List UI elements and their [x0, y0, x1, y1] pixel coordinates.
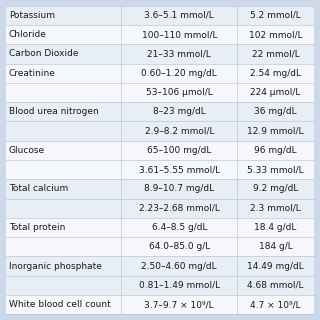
Bar — [237, 6, 314, 25]
Text: Chloride: Chloride — [9, 30, 47, 39]
Bar — [237, 295, 314, 314]
Bar — [237, 83, 314, 102]
Text: 14.49 mg/dL: 14.49 mg/dL — [247, 261, 304, 270]
Text: 18.4 g/dL: 18.4 g/dL — [254, 223, 297, 232]
Bar — [122, 218, 237, 237]
Text: 0.81–1.49 mmol/L: 0.81–1.49 mmol/L — [139, 281, 220, 290]
Text: 2.23–2.68 mmol/L: 2.23–2.68 mmol/L — [139, 204, 220, 213]
Bar — [237, 44, 314, 64]
Bar — [122, 198, 237, 218]
Text: 36 mg/dL: 36 mg/dL — [254, 107, 297, 116]
Bar — [122, 276, 237, 295]
Text: 64.0–85.0 g/L: 64.0–85.0 g/L — [149, 242, 210, 251]
Bar — [6, 121, 122, 141]
Bar — [6, 64, 122, 83]
Text: 22 mmol/L: 22 mmol/L — [252, 50, 300, 59]
Bar — [237, 141, 314, 160]
Text: Glucose: Glucose — [9, 146, 45, 155]
Bar — [237, 237, 314, 256]
Text: 100–110 mmol/L: 100–110 mmol/L — [141, 30, 217, 39]
Text: Total calcium: Total calcium — [9, 184, 68, 193]
Text: Blood urea nitrogen: Blood urea nitrogen — [9, 107, 99, 116]
Text: 2.3 mmol/L: 2.3 mmol/L — [250, 204, 301, 213]
Bar — [6, 141, 122, 160]
Text: 9.2 mg/dL: 9.2 mg/dL — [253, 184, 298, 193]
Bar — [122, 237, 237, 256]
Text: 65–100 mg/dL: 65–100 mg/dL — [147, 146, 212, 155]
Text: 8.9–10.7 mg/dL: 8.9–10.7 mg/dL — [144, 184, 214, 193]
Text: 3.7–9.7 × 10⁹/L: 3.7–9.7 × 10⁹/L — [144, 300, 214, 309]
Bar — [122, 121, 237, 141]
Text: 3.6–5.1 mmol/L: 3.6–5.1 mmol/L — [144, 11, 214, 20]
Bar — [237, 218, 314, 237]
Bar — [6, 102, 122, 122]
Bar — [6, 83, 122, 102]
Text: 6.4–8.5 g/dL: 6.4–8.5 g/dL — [152, 223, 207, 232]
Bar — [6, 179, 122, 198]
Text: 0.60–1.20 mg/dL: 0.60–1.20 mg/dL — [141, 69, 217, 78]
Text: Carbon Dioxide: Carbon Dioxide — [9, 50, 78, 59]
Bar — [237, 102, 314, 122]
Text: Creatinine: Creatinine — [9, 69, 56, 78]
Text: Total protein: Total protein — [9, 223, 65, 232]
Text: Potassium: Potassium — [9, 11, 55, 20]
Bar — [6, 198, 122, 218]
Text: 184 g/L: 184 g/L — [259, 242, 292, 251]
Bar — [237, 121, 314, 141]
Bar — [122, 102, 237, 122]
Bar — [122, 64, 237, 83]
Text: 5.33 mmol/L: 5.33 mmol/L — [247, 165, 304, 174]
Bar — [122, 179, 237, 198]
Bar — [122, 83, 237, 102]
Bar — [6, 6, 122, 25]
Bar — [6, 295, 122, 314]
Text: 96 mg/dL: 96 mg/dL — [254, 146, 297, 155]
Bar — [237, 160, 314, 179]
Text: 4.7 × 10⁹/L: 4.7 × 10⁹/L — [250, 300, 301, 309]
Bar — [6, 256, 122, 276]
Bar — [237, 256, 314, 276]
Text: Inorganic phosphate: Inorganic phosphate — [9, 261, 102, 270]
Text: 2.50–4.60 mg/dL: 2.50–4.60 mg/dL — [141, 261, 217, 270]
Text: 8–23 mg/dL: 8–23 mg/dL — [153, 107, 206, 116]
Text: 53–106 μmol/L: 53–106 μmol/L — [146, 88, 213, 97]
Bar — [122, 141, 237, 160]
Bar — [6, 218, 122, 237]
Text: 4.68 mmol/L: 4.68 mmol/L — [247, 281, 304, 290]
Bar — [237, 179, 314, 198]
Text: White blood cell count: White blood cell count — [9, 300, 111, 309]
Bar — [122, 256, 237, 276]
Bar — [122, 44, 237, 64]
Text: 3.61–5.55 mmol/L: 3.61–5.55 mmol/L — [139, 165, 220, 174]
Bar — [6, 25, 122, 44]
Bar — [237, 64, 314, 83]
Text: 21–33 mmol/L: 21–33 mmol/L — [147, 50, 211, 59]
Bar — [6, 44, 122, 64]
Text: 2.9–8.2 mmol/L: 2.9–8.2 mmol/L — [145, 127, 214, 136]
Bar — [6, 276, 122, 295]
Text: 102 mmol/L: 102 mmol/L — [249, 30, 302, 39]
Bar — [6, 160, 122, 179]
Bar — [122, 295, 237, 314]
Text: 224 μmol/L: 224 μmol/L — [251, 88, 301, 97]
Text: 12.9 mmol/L: 12.9 mmol/L — [247, 127, 304, 136]
Bar — [122, 6, 237, 25]
Bar — [122, 160, 237, 179]
Bar — [237, 198, 314, 218]
Text: 2.54 mg/dL: 2.54 mg/dL — [250, 69, 301, 78]
Bar — [6, 237, 122, 256]
Bar — [122, 25, 237, 44]
Bar — [237, 25, 314, 44]
Text: 5.2 mmol/L: 5.2 mmol/L — [250, 11, 301, 20]
Bar — [237, 276, 314, 295]
